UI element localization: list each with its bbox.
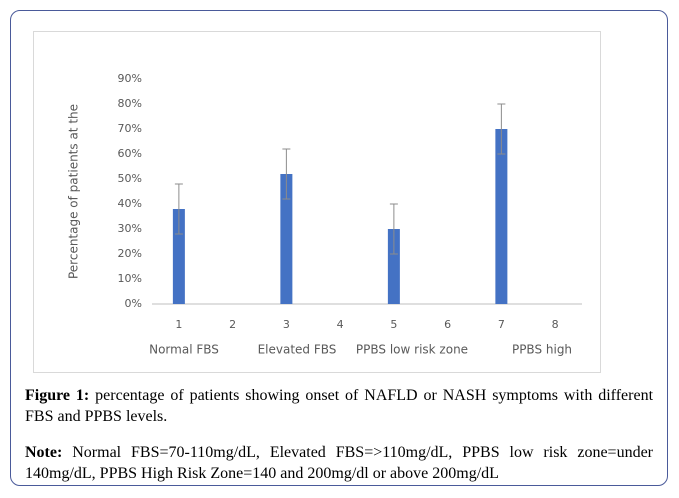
x-tick-label: 6 bbox=[444, 318, 451, 331]
x-tick-label: 3 bbox=[283, 318, 290, 331]
y-tick-label: 90% bbox=[118, 72, 142, 85]
bar bbox=[280, 174, 293, 304]
figure-frame: 0% 10% 20% 30% 40% 50% 60% 70% 80% 90% Percentage … bbox=[10, 10, 668, 486]
y-tick-label: 40% bbox=[118, 197, 142, 210]
bar bbox=[387, 229, 400, 304]
caption: Figure 1: percentage of patients showing… bbox=[25, 385, 653, 427]
y-tick-label: 20% bbox=[118, 247, 142, 260]
chart: 0% 10% 20% 30% 40% 50% 60% 70% 80% 90% Percentage … bbox=[67, 72, 582, 357]
y-tick-label: 70% bbox=[118, 122, 142, 135]
y-axis-label: Percentage of patients at the bbox=[67, 104, 81, 279]
y-tick-label: 30% bbox=[118, 222, 142, 235]
group-label: Normal FBS bbox=[149, 343, 219, 357]
note-text: Normal FBS=70-110mg/dL, Elevated FBS=>11… bbox=[25, 444, 654, 482]
x-tick-label: 8 bbox=[552, 318, 559, 331]
x-tick-label: 2 bbox=[229, 318, 236, 331]
x-tick-label: 5 bbox=[390, 318, 397, 331]
y-tick-label: 0% bbox=[125, 297, 142, 310]
x-tick-label: 1 bbox=[175, 318, 182, 331]
bar bbox=[172, 209, 185, 304]
caption-text: percentage of patients showing onset of … bbox=[25, 387, 654, 425]
group-label: Elevated FBS bbox=[258, 343, 337, 357]
y-tick-label: 80% bbox=[118, 97, 142, 110]
bar bbox=[495, 129, 508, 304]
y-tick-label: 50% bbox=[118, 172, 142, 185]
note-label: Note: bbox=[25, 444, 63, 461]
group-label: PPBS low risk zone bbox=[356, 343, 468, 357]
y-tick-label: 60% bbox=[118, 147, 142, 160]
x-tick-label: 7 bbox=[498, 318, 505, 331]
group-label: PPBS high bbox=[512, 343, 572, 357]
y-tick-label: 10% bbox=[118, 272, 142, 285]
caption-label: Figure 1: bbox=[25, 387, 90, 404]
note: Note: Normal FBS=70-110mg/dL, Elevated F… bbox=[25, 442, 653, 484]
x-tick-label: 4 bbox=[337, 318, 344, 331]
chart-box: 0% 10% 20% 30% 40% 50% 60% 70% 80% 90% Percentage … bbox=[33, 31, 601, 373]
